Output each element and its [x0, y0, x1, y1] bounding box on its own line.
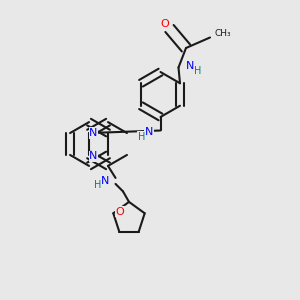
Text: H: H	[137, 131, 145, 142]
Text: O: O	[116, 207, 124, 217]
Text: H: H	[194, 65, 202, 76]
Text: N: N	[89, 152, 98, 161]
Text: N: N	[186, 61, 194, 71]
Text: N: N	[145, 127, 153, 137]
Text: O: O	[160, 19, 169, 29]
Text: N: N	[101, 176, 110, 186]
Text: N: N	[89, 128, 98, 138]
Text: H: H	[94, 180, 101, 190]
Text: CH₃: CH₃	[214, 28, 231, 38]
